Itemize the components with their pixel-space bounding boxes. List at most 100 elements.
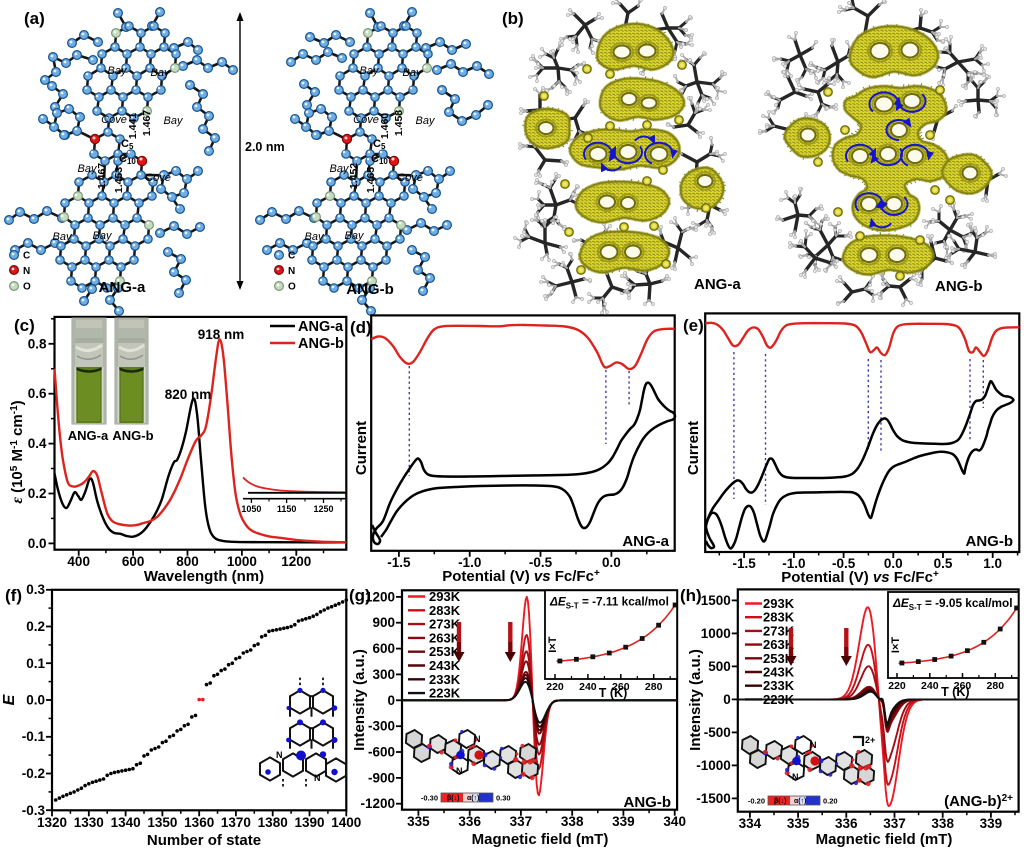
svg-text:2+: 2+	[865, 735, 875, 745]
svg-text:-1000: -1000	[696, 758, 731, 773]
svg-text:Bay: Bay	[403, 67, 423, 79]
svg-text:1000: 1000	[701, 626, 731, 641]
svg-text:ANG-a: ANG-a	[298, 319, 344, 335]
svg-text:(f): (f)	[5, 586, 22, 605]
svg-text:Bay: Bay	[305, 231, 325, 243]
svg-text:293K: 293K	[429, 589, 461, 604]
svg-text:1350: 1350	[147, 815, 177, 830]
svg-text:240: 240	[921, 680, 939, 692]
svg-text:339: 339	[980, 816, 1003, 831]
svg-text:E: E	[1, 693, 18, 705]
svg-text:500: 500	[708, 659, 731, 674]
svg-text:ANG-a: ANG-a	[694, 276, 741, 293]
svg-text:-1200: -1200	[360, 796, 395, 811]
svg-text:1.467: 1.467	[96, 163, 108, 189]
svg-text:338: 338	[931, 816, 954, 831]
svg-text:C: C	[23, 251, 30, 262]
svg-text:400: 400	[67, 554, 90, 569]
svg-text:280: 280	[987, 680, 1005, 692]
svg-text:0.0: 0.0	[602, 555, 621, 570]
svg-text:243K: 243K	[429, 658, 461, 673]
svg-text:240: 240	[579, 681, 597, 693]
svg-text:N: N	[810, 740, 817, 750]
svg-text:1340: 1340	[111, 815, 141, 830]
svg-text:800: 800	[176, 554, 199, 569]
svg-text:337: 337	[510, 814, 533, 829]
svg-text:N: N	[474, 734, 481, 744]
svg-text:1200: 1200	[365, 589, 395, 604]
svg-text:Intensity (a.u.): Intensity (a.u.)	[351, 649, 368, 751]
svg-text:β(↓): β(↓)	[447, 795, 459, 802]
svg-text:ANG-b: ANG-b	[298, 336, 344, 352]
svg-text:223K: 223K	[763, 692, 795, 707]
svg-text:Current: Current	[685, 421, 702, 475]
svg-text:233K: 233K	[429, 672, 461, 687]
svg-text:336: 336	[458, 814, 481, 829]
svg-text:Wavelength (nm): Wavelength (nm)	[144, 568, 264, 585]
svg-text:Bay: Bay	[164, 115, 184, 127]
svg-text:I×T: I×T	[547, 636, 559, 652]
svg-text:0.6: 0.6	[28, 386, 47, 401]
svg-text:Bay: Bay	[345, 230, 365, 242]
svg-text:(e): (e)	[683, 316, 704, 335]
svg-text:O: O	[288, 282, 296, 293]
svg-text:0.0: 0.0	[28, 536, 47, 551]
svg-text:334: 334	[739, 816, 762, 831]
svg-text:-0.20: -0.20	[748, 797, 765, 806]
svg-text:0.30: 0.30	[496, 794, 511, 803]
svg-text:335: 335	[787, 816, 810, 831]
svg-text:600: 600	[122, 554, 145, 569]
svg-text:1000: 1000	[227, 554, 257, 569]
svg-text:-500: -500	[704, 725, 731, 740]
svg-text:1.458: 1.458	[393, 110, 405, 136]
svg-text:(d): (d)	[350, 318, 372, 337]
svg-text:1400: 1400	[331, 815, 361, 830]
svg-text:α(↑): α(↑)	[467, 795, 479, 802]
svg-text:0.4: 0.4	[28, 436, 47, 451]
svg-text:600: 600	[372, 641, 395, 656]
svg-text:Intensity (a.u.): Intensity (a.u.)	[687, 649, 704, 751]
svg-text:Cove: Cove	[145, 172, 171, 184]
svg-text:1.467: 1.467	[141, 110, 153, 136]
svg-text:1380: 1380	[258, 815, 288, 830]
svg-text:I×T: I×T	[890, 637, 902, 653]
svg-text:340: 340	[663, 814, 686, 829]
svg-text:339: 339	[612, 814, 635, 829]
svg-text:-0.1: -0.1	[22, 729, 46, 744]
svg-text:-300: -300	[368, 719, 395, 734]
svg-text:1.460: 1.460	[379, 113, 391, 139]
svg-text:1.441: 1.441	[127, 113, 139, 139]
svg-text:918 nm: 918 nm	[198, 327, 245, 342]
svg-text:0.2: 0.2	[26, 619, 45, 634]
svg-text:N: N	[288, 266, 295, 277]
svg-text:Bay: Bay	[108, 65, 128, 77]
svg-text:T (K): T (K)	[941, 685, 969, 699]
svg-text:1250: 1250	[313, 504, 333, 514]
svg-text:Bay: Bay	[360, 65, 380, 77]
svg-text:-1500: -1500	[696, 791, 731, 806]
svg-text:(h): (h)	[680, 586, 702, 605]
svg-text:338: 338	[561, 814, 584, 829]
svg-text:1.452: 1.452	[348, 163, 360, 189]
svg-text:Bay: Bay	[416, 115, 436, 127]
svg-text:1.0: 1.0	[983, 556, 1002, 571]
svg-text:Potential (V) vs Fc/Fc+: Potential (V) vs Fc/Fc+	[442, 568, 600, 586]
svg-text:Potential (V) vs Fc/Fc+: Potential (V) vs Fc/Fc+	[781, 569, 939, 587]
svg-text:-1.5: -1.5	[387, 555, 411, 570]
svg-text:ANG-b: ANG-b	[935, 278, 983, 295]
svg-text:335: 335	[407, 814, 430, 829]
svg-text:Cove: Cove	[397, 172, 423, 184]
svg-text:0.8: 0.8	[28, 336, 47, 351]
svg-text:1150: 1150	[277, 504, 297, 514]
svg-text:0.0: 0.0	[26, 693, 45, 708]
svg-text:2.0 nm: 2.0 nm	[245, 140, 285, 154]
svg-text:N: N	[276, 750, 283, 760]
svg-text:(b): (b)	[502, 9, 524, 28]
svg-text:0.20: 0.20	[823, 797, 838, 806]
svg-text:N: N	[23, 266, 30, 277]
svg-text:ANG-a: ANG-a	[68, 428, 109, 443]
svg-text:α(↑): α(↑)	[794, 798, 806, 805]
svg-text:0: 0	[723, 692, 731, 707]
svg-text:220: 220	[546, 681, 564, 693]
svg-text:1.465: 1.465	[365, 167, 377, 193]
